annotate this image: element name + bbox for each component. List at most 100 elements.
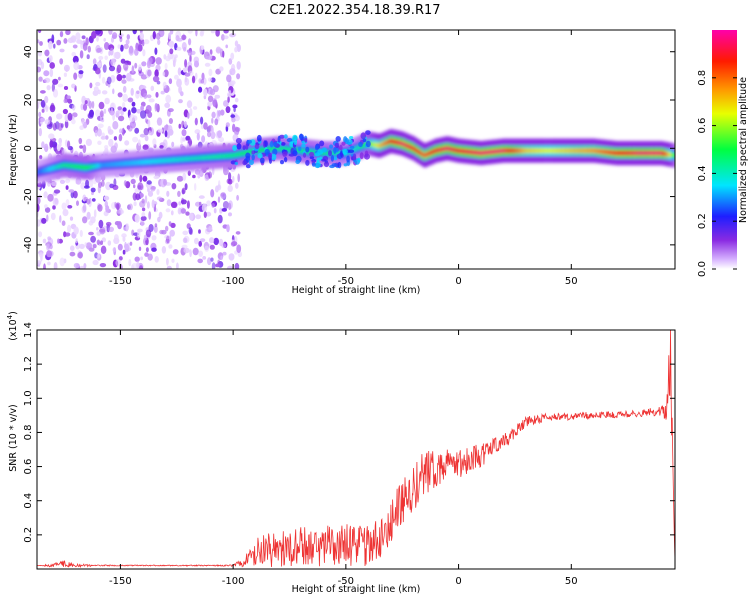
spectrogram-cell bbox=[185, 211, 190, 216]
spectrogram-cell bbox=[180, 136, 183, 144]
spectrogram-cell bbox=[111, 162, 114, 167]
spectrogram-cell bbox=[115, 110, 120, 118]
spectrogram-cell bbox=[595, 148, 598, 154]
spectrogram-cell bbox=[330, 154, 334, 162]
spectrogram-cell bbox=[58, 164, 61, 169]
spectrogram-cell bbox=[217, 214, 223, 224]
spectrogram-cell bbox=[205, 211, 212, 217]
spectrogram-cell bbox=[189, 212, 194, 221]
spectrogram-cell bbox=[128, 160, 131, 166]
spectrogram-cell bbox=[210, 257, 214, 262]
spectrogram-cell bbox=[73, 262, 80, 269]
spectrogram-cell bbox=[493, 149, 496, 155]
spectrogram-cell bbox=[161, 246, 167, 254]
spectrogram-cell bbox=[70, 163, 74, 169]
spectrogram-cell bbox=[402, 141, 405, 147]
spectrogram-cell bbox=[234, 127, 241, 132]
spectrogram-cell bbox=[46, 214, 49, 222]
spectrogram-cell bbox=[654, 150, 657, 156]
spectrogram-cell bbox=[48, 40, 53, 50]
spectrogram-cell bbox=[170, 210, 174, 216]
spectrogram-cell bbox=[555, 148, 558, 154]
spectrogram-cell bbox=[534, 148, 537, 154]
spectrogram-cell bbox=[97, 184, 101, 194]
spectrogram-cell bbox=[538, 148, 541, 154]
spectrogram-cell bbox=[128, 45, 134, 54]
spectrogram-cell bbox=[59, 58, 64, 65]
spectrogram-cell bbox=[652, 150, 655, 156]
spectrogram-cell bbox=[90, 187, 96, 193]
spectrogram-cell bbox=[123, 62, 129, 71]
spectrogram-cell bbox=[178, 99, 183, 104]
spectrogram-cell bbox=[309, 156, 315, 160]
spectrogram-cell bbox=[186, 200, 190, 209]
spectrogram-cell bbox=[559, 148, 562, 154]
spectrogram-cell bbox=[178, 123, 182, 129]
spectrogram-cell bbox=[98, 219, 104, 229]
spectrogram-cell bbox=[142, 49, 146, 57]
spectrogram-x-tick-label: -50 bbox=[338, 276, 354, 287]
spectrogram-cell bbox=[622, 150, 625, 156]
spectrogram-cell bbox=[121, 79, 127, 84]
spectrogram-cell bbox=[81, 35, 86, 40]
spectrogram-cell bbox=[484, 150, 487, 155]
spectrogram-cell bbox=[225, 106, 231, 114]
spectrogram-cell bbox=[170, 157, 173, 163]
snr-y-multiplier-base: (x10 bbox=[8, 319, 19, 340]
spectrogram-cell bbox=[309, 151, 315, 157]
spectrogram-cell bbox=[157, 216, 161, 223]
spectrogram-cell bbox=[506, 148, 509, 154]
spectrogram-cell bbox=[537, 148, 540, 154]
spectrogram-cell bbox=[468, 149, 471, 155]
spectrogram-cell bbox=[91, 101, 95, 109]
spectrogram-cell bbox=[210, 131, 216, 140]
spectrogram-cell bbox=[142, 175, 148, 182]
spectrogram-cell bbox=[117, 106, 122, 111]
spectrogram-cell bbox=[224, 153, 227, 159]
spectrogram-cell bbox=[181, 129, 187, 137]
spectrogram-cell bbox=[41, 168, 44, 174]
spectrogram-cell bbox=[328, 150, 332, 157]
spectrogram-cell bbox=[236, 152, 239, 157]
spectrogram-cell bbox=[95, 163, 98, 169]
spectrogram-cell bbox=[189, 249, 192, 258]
spectrogram-cell bbox=[45, 106, 49, 113]
spectrogram-cell bbox=[340, 150, 343, 157]
spectrogram-cell bbox=[389, 138, 393, 144]
spectrogram-cell bbox=[187, 156, 190, 162]
spectrogram-cell bbox=[103, 195, 110, 201]
spectrogram-cell bbox=[152, 31, 156, 40]
spectrogram-cell bbox=[630, 150, 633, 156]
spectrogram-cell bbox=[96, 36, 99, 42]
spectrogram-cell bbox=[581, 148, 584, 154]
spectrogram-cell bbox=[169, 229, 175, 237]
spectrogram-cell bbox=[358, 141, 363, 148]
colorbar-label: Normalized spectral amplitude bbox=[738, 77, 749, 223]
spectrogram-cell bbox=[59, 215, 62, 223]
spectrogram-cell bbox=[117, 243, 123, 251]
spectrogram-cell bbox=[67, 112, 73, 121]
spectrogram-cell bbox=[84, 100, 88, 105]
spectrogram-cell bbox=[546, 148, 549, 154]
spectrogram-cell bbox=[93, 209, 97, 218]
spectrogram-cell bbox=[166, 265, 172, 269]
spectrogram-cell bbox=[281, 146, 284, 152]
spectrogram-cell bbox=[108, 138, 114, 147]
spectrogram-cell bbox=[237, 144, 241, 147]
spectrogram-cell bbox=[659, 150, 662, 156]
spectrogram-cell bbox=[249, 149, 252, 155]
spectrogram-cell bbox=[122, 102, 126, 109]
spectrogram-cell bbox=[543, 148, 546, 154]
spectrogram-cell bbox=[86, 54, 90, 60]
spectrogram-cell bbox=[58, 142, 62, 147]
spectrogram-cell bbox=[140, 85, 147, 90]
spectrogram-cell bbox=[174, 54, 178, 59]
spectrogram-cell bbox=[155, 32, 161, 40]
spectrogram-cell bbox=[588, 148, 591, 154]
spectrogram-cell bbox=[182, 237, 188, 244]
spectrogram-cell bbox=[269, 140, 274, 148]
spectrogram-cell bbox=[117, 44, 121, 49]
snr-x-tick-label: -150 bbox=[109, 576, 132, 587]
spectrogram-cell bbox=[248, 159, 254, 166]
spectrogram-cell bbox=[37, 260, 42, 266]
